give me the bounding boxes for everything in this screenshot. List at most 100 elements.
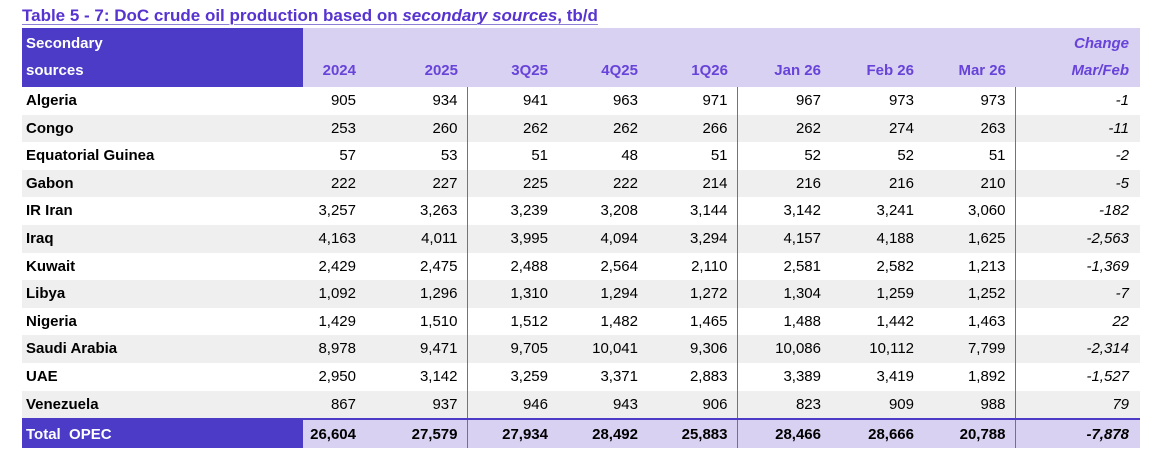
cell-jan-26: 262 <box>737 114 830 143</box>
cell-2025: 4,011 <box>365 224 468 253</box>
header-secondary-sources: Secondary sources <box>22 28 303 87</box>
cell-3q25: 3,239 <box>467 197 557 225</box>
total-row: Total OPEC 26,604 27,579 27,934 28,492 2… <box>22 418 1140 449</box>
cell-3q25: 3,259 <box>467 362 557 391</box>
cell-1q26: 266 <box>647 114 738 143</box>
cell-feb-26: 274 <box>830 114 923 143</box>
row-label: Nigeria <box>22 307 303 336</box>
table-row: Nigeria 1,429 1,510 1,512 1,482 1,465 1,488 1,4… <box>22 307 1140 336</box>
cell-change: -7 <box>1015 280 1140 308</box>
cell-2024: 4,163 <box>303 224 365 253</box>
cell-1q26: 1,272 <box>647 280 738 308</box>
cell-mar-26: 1,625 <box>923 224 1016 253</box>
cell-4q25: 222 <box>557 169 647 198</box>
cell-jan-26: 216 <box>737 169 830 198</box>
cell-change: -5 <box>1015 169 1140 198</box>
cell-2025: 260 <box>365 114 468 143</box>
row-label: Libya <box>22 280 303 308</box>
table-row: Congo 253 260 262 262 266 262 274 263 -11 <box>22 114 1140 143</box>
cell-mar-26: 7,799 <box>923 335 1016 363</box>
cell-4q25: 1,482 <box>557 307 647 336</box>
header-change-line1: Change <box>1073 35 1129 52</box>
cell-feb-26: 52 <box>830 142 923 170</box>
cell-1q26: 3,144 <box>647 197 738 225</box>
cell-1q26: 1,465 <box>647 307 738 336</box>
cell-change: -2,563 <box>1015 224 1140 253</box>
cell-mar-26: 210 <box>923 169 1016 198</box>
header-label-line2: sources <box>26 62 84 79</box>
cell-mar-26: 263 <box>923 114 1016 143</box>
cell-4q25: 10,041 <box>557 335 647 363</box>
table-row: Venezuela 867 937 946 943 906 823 909 988 79 <box>22 390 1140 420</box>
cell-1q26: 51 <box>647 142 738 170</box>
cell-change: -11 <box>1015 114 1140 143</box>
row-label: Algeria <box>22 87 303 115</box>
table-row: UAE 2,950 3,142 3,259 3,371 2,883 3,389 3,419 1,… <box>22 362 1140 391</box>
cell-change: -1 <box>1015 87 1140 115</box>
cell-feb-26: 909 <box>830 390 923 420</box>
cell-1q26: 2,110 <box>647 252 738 281</box>
cell-2025: 3,142 <box>365 362 468 391</box>
cell-1q26: 9,306 <box>647 335 738 363</box>
cell-4q25: 2,564 <box>557 252 647 281</box>
cell-feb-26: 1,259 <box>830 280 923 308</box>
cell-3q25: 225 <box>467 169 557 198</box>
cell-2025: 934 <box>365 87 468 115</box>
cell-change: -182 <box>1015 197 1140 225</box>
cell-2024: 2,429 <box>303 252 365 281</box>
cell-3q25: 941 <box>467 87 557 115</box>
cell-2025: 227 <box>365 169 468 198</box>
row-label: UAE <box>22 362 303 391</box>
cell-2024: 1,429 <box>303 307 365 336</box>
cell-2024: 222 <box>303 169 365 198</box>
cell-1q26: 214 <box>647 169 738 198</box>
cell-feb-26: 2,582 <box>830 252 923 281</box>
cell-feb-26: 216 <box>830 169 923 198</box>
cell-1q26: 3,294 <box>647 224 738 253</box>
cell-2025: 1,510 <box>365 307 468 336</box>
table-title-text: Table 5 - 7: DoC crude oil production ba… <box>22 6 598 25</box>
table-title: Table 5 - 7: DoC crude oil production ba… <box>22 4 1157 28</box>
cell-feb-26: 1,442 <box>830 307 923 336</box>
cell-2024: 1,092 <box>303 280 365 308</box>
cell-mar-26: 1,252 <box>923 280 1016 308</box>
cell-jan-26: 10,086 <box>737 335 830 363</box>
header-col-jan-26: Jan 26 <box>737 28 830 87</box>
cell-2025: 9,471 <box>365 335 468 363</box>
total-cell-jan-26: 28,466 <box>737 418 830 449</box>
total-cell-2025: 27,579 <box>365 418 468 449</box>
cell-2025: 2,475 <box>365 252 468 281</box>
cell-3q25: 9,705 <box>467 335 557 363</box>
cell-3q25: 51 <box>467 142 557 170</box>
title-suffix: , tb/d <box>557 6 598 25</box>
cell-1q26: 971 <box>647 87 738 115</box>
row-label: Gabon <box>22 169 303 198</box>
production-table: Secondary sources 2024 2025 3Q25 4Q25 1Q26 Ja… <box>22 28 1140 449</box>
cell-jan-26: 823 <box>737 390 830 420</box>
header-col-3q25: 3Q25 <box>467 28 557 87</box>
table-header-row: Secondary sources 2024 2025 3Q25 4Q25 1Q26 Ja… <box>22 28 1140 87</box>
table-row: IR Iran 3,257 3,263 3,239 3,208 3,144 3,142 3,2… <box>22 197 1140 225</box>
cell-4q25: 1,294 <box>557 280 647 308</box>
cell-change: 22 <box>1015 307 1140 336</box>
cell-3q25: 2,488 <box>467 252 557 281</box>
table-row: Equatorial Guinea 57 53 51 48 51 52 52 51 -2 <box>22 142 1140 170</box>
row-label: Kuwait <box>22 252 303 281</box>
cell-4q25: 3,371 <box>557 362 647 391</box>
cell-feb-26: 973 <box>830 87 923 115</box>
table-row: Gabon 222 227 225 222 214 216 216 210 -5 <box>22 169 1140 198</box>
cell-change: 79 <box>1015 390 1140 420</box>
cell-mar-26: 988 <box>923 390 1016 420</box>
table-row: Libya 1,092 1,296 1,310 1,294 1,272 1,304 1,259… <box>22 280 1140 308</box>
cell-feb-26: 3,419 <box>830 362 923 391</box>
cell-jan-26: 3,389 <box>737 362 830 391</box>
cell-4q25: 3,208 <box>557 197 647 225</box>
cell-jan-26: 1,488 <box>737 307 830 336</box>
total-cell-1q26: 25,883 <box>647 418 738 449</box>
cell-2025: 1,296 <box>365 280 468 308</box>
cell-mar-26: 51 <box>923 142 1016 170</box>
cell-4q25: 262 <box>557 114 647 143</box>
cell-4q25: 4,094 <box>557 224 647 253</box>
total-cell-3q25: 27,934 <box>467 418 557 449</box>
